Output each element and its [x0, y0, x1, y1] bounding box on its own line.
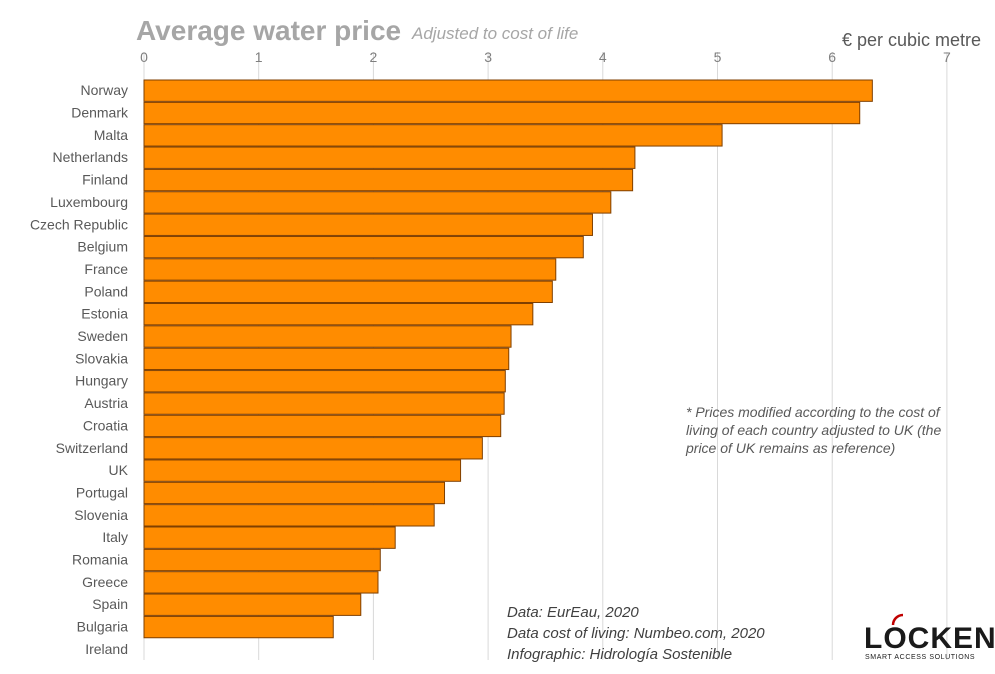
- category-label: Estonia: [81, 306, 128, 322]
- category-label: Croatia: [83, 417, 128, 433]
- bar: [143, 168, 634, 192]
- category-label: Italy: [102, 529, 128, 545]
- x-tick-label: 2: [370, 49, 378, 65]
- category-label: Switzerland: [56, 440, 128, 456]
- bar: [143, 593, 362, 616]
- category-label: Norway: [81, 82, 128, 98]
- bar: [143, 504, 435, 527]
- category-label: France: [84, 261, 128, 277]
- x-tick-label: 4: [599, 49, 607, 65]
- category-label: UK: [109, 462, 129, 478]
- category-label: Slovakia: [75, 350, 128, 366]
- category-label: Greece: [82, 574, 128, 590]
- bar: [143, 481, 446, 505]
- bar: [143, 571, 379, 594]
- category-label: Slovenia: [74, 507, 128, 523]
- footnote-line: price of UK remains as reference): [685, 440, 895, 456]
- category-label: Belgium: [77, 239, 128, 255]
- bar: [143, 303, 534, 326]
- category-label: Luxembourg: [50, 194, 128, 210]
- footnote: * Prices modified according to the cost …: [685, 404, 942, 456]
- category-label: Spain: [92, 596, 128, 612]
- bar: [143, 347, 510, 371]
- bar: [143, 124, 723, 147]
- footnote-line: * Prices modified according to the cost …: [686, 404, 942, 420]
- bar: [143, 235, 584, 259]
- footnote-line: living of each country adjusted to UK (t…: [686, 422, 941, 438]
- chart-subtitle: Adjusted to cost of life: [411, 24, 578, 43]
- bar: [143, 79, 873, 102]
- category-label: Poland: [84, 283, 128, 299]
- bar: [143, 548, 381, 572]
- bar: [143, 526, 396, 549]
- bar: [143, 459, 462, 482]
- bars: [143, 79, 873, 639]
- category-label: Czech Republic: [30, 216, 128, 232]
- source-line: Infographic: Hidrología Sostenible: [507, 646, 732, 663]
- category-label: Romania: [72, 552, 128, 568]
- bar: [143, 101, 861, 125]
- bar: [143, 213, 593, 236]
- category-labels: Norway Denmark Malta Netherlands Finland Luxe…: [30, 82, 129, 657]
- source-line: Data cost of living: Numbeo.com, 2020: [507, 625, 765, 642]
- logo-text: LOCKEN: [864, 622, 995, 655]
- bar: [143, 258, 557, 281]
- sources: Data: EurEau, 2020 Data cost of living: …: [507, 604, 765, 663]
- x-tick-label: 7: [943, 49, 951, 65]
- locken-logo: LOCKEN SMART ACCESS SOLUTIONS: [864, 613, 995, 661]
- x-tick-label: 1: [255, 49, 263, 65]
- bar: [143, 437, 483, 460]
- bar: [143, 615, 334, 639]
- category-label: Malta: [94, 127, 128, 143]
- source-line: Data: EurEau, 2020: [507, 604, 639, 621]
- bar: [143, 370, 506, 393]
- category-label: Hungary: [75, 373, 128, 389]
- category-label: Bulgaria: [77, 619, 129, 635]
- logo-tagline: SMART ACCESS SOLUTIONS: [865, 654, 975, 661]
- bar: [143, 191, 612, 214]
- x-tick-label: 0: [140, 49, 148, 65]
- x-tick-label: 6: [828, 49, 836, 65]
- bar: [143, 392, 505, 415]
- bar: [143, 146, 636, 169]
- category-label: Austria: [84, 395, 128, 411]
- x-tick-label: 3: [484, 49, 492, 65]
- bar: [143, 414, 502, 438]
- bar: [143, 280, 553, 303]
- category-label: Denmark: [71, 105, 129, 121]
- logo-signal-icon: [891, 613, 904, 626]
- category-label: Netherlands: [53, 149, 129, 165]
- category-label: Ireland: [85, 641, 128, 657]
- category-label: Finland: [82, 172, 128, 188]
- x-tick-label: 5: [714, 49, 722, 65]
- bar: [143, 325, 512, 348]
- category-label: Portugal: [76, 484, 128, 500]
- x-axis-ticks: 0 1 2 3 4 5 6 7: [140, 49, 951, 65]
- category-label: Sweden: [77, 328, 128, 344]
- chart-title: Average water price: [136, 15, 401, 46]
- unit-label: € per cubic metre: [842, 30, 981, 50]
